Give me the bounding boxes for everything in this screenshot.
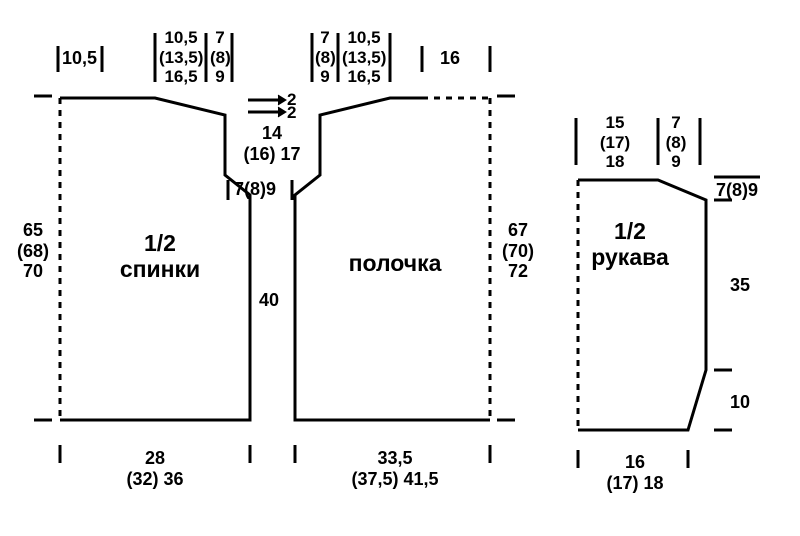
- m-body: 40: [259, 290, 279, 311]
- m-armhole-h: 14(16) 17: [237, 123, 307, 164]
- m-front-neck: 10,5(13,5)16,5: [342, 28, 386, 87]
- back-label-top: 1/2: [144, 230, 176, 256]
- m-front-bottom: 33,5(37,5) 41,5: [335, 448, 455, 489]
- m-armhole-w: 7(8)9: [234, 179, 276, 200]
- sleeve-label-top: 1/2: [614, 218, 646, 244]
- m-sleeve-bottom: 16(17) 18: [595, 452, 675, 493]
- m-back-shoulder: 10,5: [62, 48, 97, 69]
- m-sleeve-cuff: 10: [730, 392, 750, 413]
- m-front-height: 67(70)72: [500, 220, 536, 282]
- back-label-bottom: спинки: [120, 256, 200, 282]
- back-label: 1/2 спинки: [110, 230, 210, 283]
- m-back-height: 65(68)70: [15, 220, 51, 282]
- schematic-canvas: 1/2 спинки 10,5 10,5(13,5)16,5 7(8)9 65(…: [0, 0, 800, 536]
- sleeve-label: 1/2 рукава: [575, 218, 685, 271]
- m-back-armhole: 7(8)9: [210, 28, 230, 87]
- m-front-flat: 16: [440, 48, 460, 69]
- m-sleeve-cap: 15(17)18: [595, 113, 635, 172]
- m-back-neck: 10,5(13,5)16,5: [159, 28, 203, 87]
- center-arrows: [248, 95, 286, 117]
- m-sleeve-shoulder: 7(8)9: [663, 113, 689, 172]
- front-label: полочка: [325, 250, 465, 276]
- m-back-bottom: 28(32) 36: [110, 448, 200, 489]
- m-front-armhole: 7(8)9: [315, 28, 335, 87]
- sleeve-label-bottom: рукава: [591, 244, 668, 270]
- m-sleeve-rt: 7(8)9: [716, 180, 758, 201]
- m-arrow-b: 2: [287, 103, 296, 123]
- m-sleeve-body: 35: [730, 275, 750, 296]
